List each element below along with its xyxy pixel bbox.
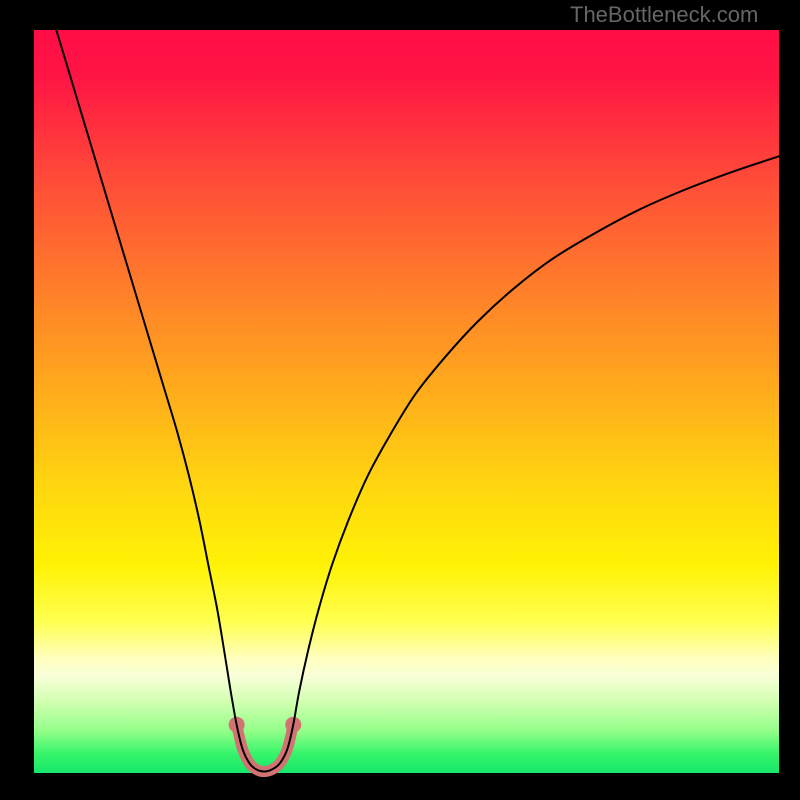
plot-area <box>34 30 779 773</box>
chart-svg <box>0 0 800 800</box>
chart-root: TheBottleneck.com <box>0 0 800 800</box>
watermark-text: TheBottleneck.com <box>570 2 758 28</box>
